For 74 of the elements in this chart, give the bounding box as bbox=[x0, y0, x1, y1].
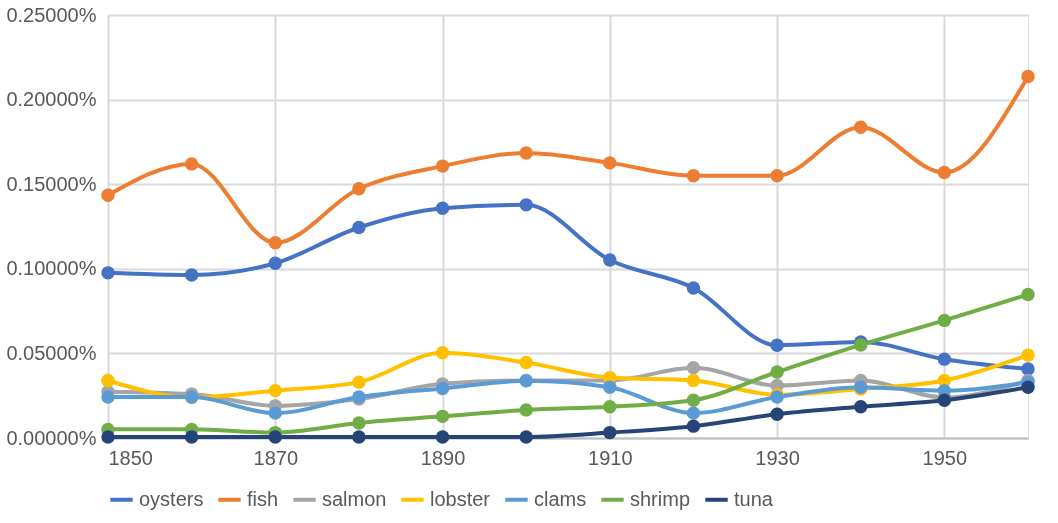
point bbox=[184, 430, 199, 444]
point bbox=[854, 120, 868, 134]
point bbox=[184, 268, 199, 282]
point bbox=[519, 146, 533, 160]
point bbox=[268, 236, 282, 250]
point bbox=[268, 430, 282, 444]
legend-label: tuna bbox=[734, 487, 774, 510]
point bbox=[101, 390, 115, 404]
point bbox=[519, 198, 533, 212]
x-tick-label: 1870 bbox=[253, 446, 299, 469]
point bbox=[101, 430, 115, 444]
point bbox=[686, 373, 701, 388]
point bbox=[101, 266, 115, 280]
point bbox=[268, 406, 282, 420]
x-tick-label: 1850 bbox=[108, 446, 153, 469]
point bbox=[686, 419, 701, 433]
point bbox=[435, 409, 450, 424]
point bbox=[268, 383, 282, 398]
legend-label: clams bbox=[534, 487, 587, 510]
point bbox=[435, 381, 450, 396]
point bbox=[184, 157, 199, 171]
point bbox=[937, 313, 952, 328]
point bbox=[603, 156, 617, 170]
point bbox=[1021, 69, 1035, 84]
point bbox=[268, 256, 282, 270]
legend-label: oysters bbox=[139, 487, 204, 510]
point bbox=[352, 375, 366, 389]
x-tick-label: 1910 bbox=[588, 446, 633, 469]
point bbox=[435, 346, 450, 360]
point bbox=[603, 400, 617, 414]
point bbox=[937, 165, 952, 180]
point bbox=[854, 400, 868, 414]
point bbox=[686, 281, 701, 295]
point bbox=[770, 407, 784, 422]
y-tick-label: 0.25000% bbox=[6, 3, 97, 26]
point bbox=[603, 380, 617, 394]
point bbox=[435, 159, 450, 173]
point bbox=[101, 188, 115, 202]
legend-label: lobster bbox=[430, 487, 491, 510]
point bbox=[603, 253, 617, 267]
point bbox=[770, 338, 784, 352]
y-tick-label: 0.05000% bbox=[6, 341, 97, 364]
legend-label: shrimp bbox=[630, 487, 691, 510]
y-tick-label: 0.15000% bbox=[6, 172, 97, 195]
point bbox=[1021, 348, 1035, 362]
point bbox=[101, 373, 115, 388]
point bbox=[352, 430, 366, 444]
point bbox=[603, 425, 617, 440]
point bbox=[352, 182, 366, 196]
legend-label: salmon bbox=[322, 487, 387, 510]
point bbox=[519, 403, 533, 417]
point bbox=[937, 352, 952, 366]
point bbox=[1021, 287, 1035, 302]
point bbox=[686, 406, 701, 420]
y-tick-label: 0.10000% bbox=[6, 257, 97, 280]
x-tick-label: 1890 bbox=[420, 446, 466, 469]
legend-label: fish bbox=[247, 487, 279, 510]
point bbox=[770, 169, 784, 183]
point bbox=[352, 220, 366, 235]
point bbox=[1021, 380, 1035, 394]
point bbox=[686, 361, 701, 375]
point bbox=[435, 430, 450, 444]
point bbox=[435, 201, 450, 215]
point bbox=[519, 430, 533, 444]
point bbox=[686, 169, 701, 183]
point bbox=[1021, 362, 1035, 376]
x-tick-label: 1950 bbox=[922, 446, 968, 469]
y-tick-label: 0.00000% bbox=[6, 426, 97, 449]
point bbox=[770, 365, 784, 379]
x-tick-label: 1930 bbox=[755, 446, 800, 469]
point bbox=[352, 416, 366, 430]
point bbox=[686, 393, 701, 407]
y-tick-label: 0.20000% bbox=[6, 88, 97, 111]
point bbox=[519, 355, 533, 370]
